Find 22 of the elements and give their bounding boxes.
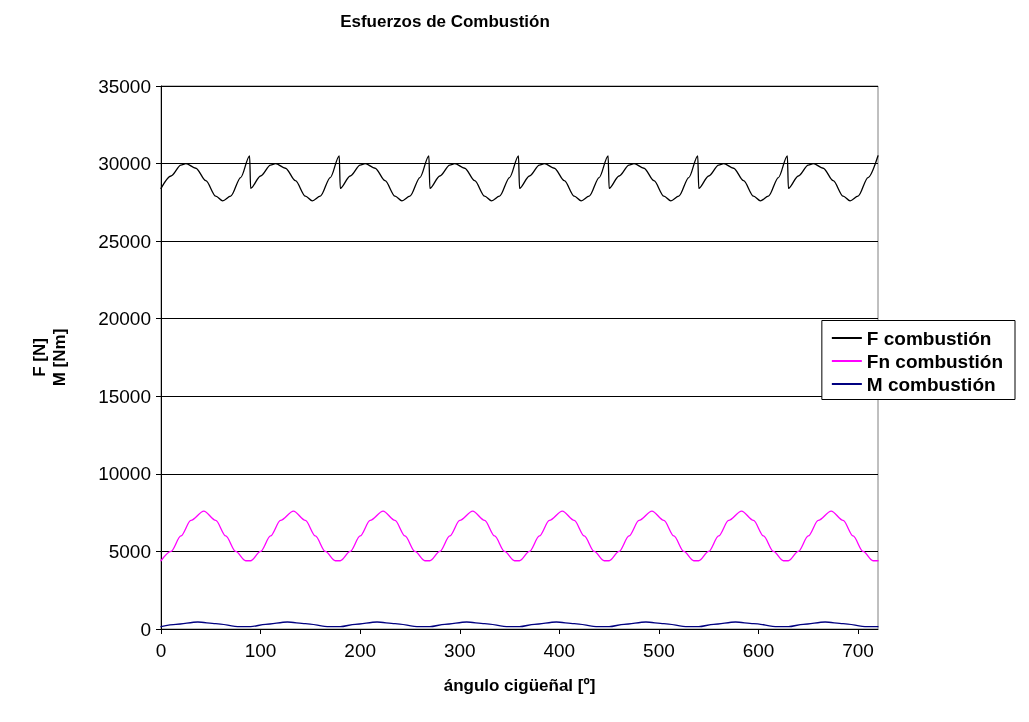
- x-tick-label: 500: [643, 640, 675, 661]
- x-tick-label: 300: [443, 640, 476, 661]
- y-tick-label: 20000: [98, 308, 151, 330]
- x-tick-label: 400: [543, 640, 576, 661]
- y-tick-label: 15000: [98, 385, 151, 407]
- y-tick-label: 35000: [98, 75, 151, 97]
- y-tick-label: 25000: [98, 230, 151, 252]
- y-tick-label: 10000: [98, 463, 151, 485]
- y-tick-label: 0: [140, 618, 151, 640]
- x-tick-label: 100: [244, 640, 277, 661]
- y-tick-label: 30000: [98, 153, 151, 175]
- y-tick-label: 5000: [108, 540, 151, 562]
- legend-label: F combustión: [866, 327, 992, 349]
- legend-label: M combustión: [866, 373, 996, 395]
- legend-label: Fn combustión: [866, 350, 1003, 372]
- x-tick-label: 700: [842, 640, 874, 661]
- x-tick-label: 0: [155, 640, 167, 661]
- x-tick-label: 600: [742, 640, 775, 661]
- y-axis-title: F [N] M [Nm]: [29, 328, 69, 387]
- chart-title: Esfuerzos de Combustión: [340, 12, 550, 31]
- x-tick-label: 200: [344, 640, 377, 661]
- x-axis-title: ángulo cigüeñal [º]: [443, 676, 596, 695]
